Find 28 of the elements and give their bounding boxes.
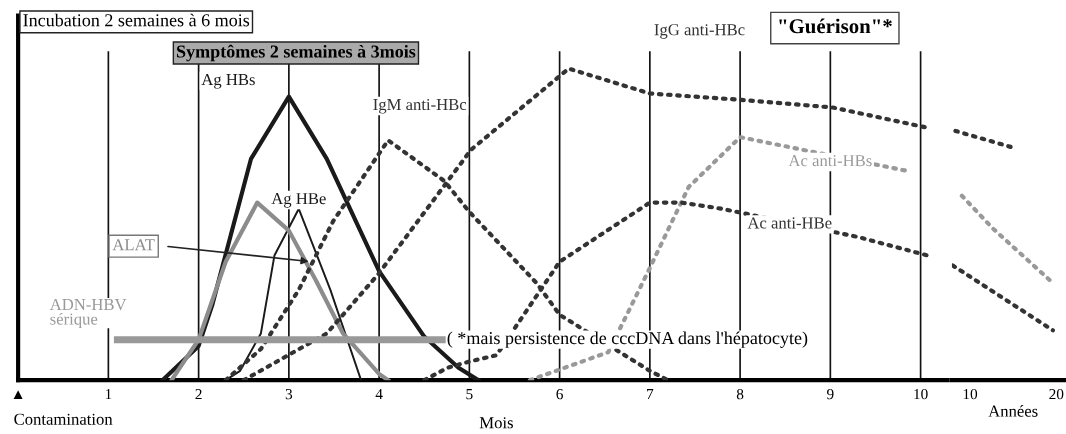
x-tick-label: 20 — [1049, 388, 1064, 400]
x-tick-label: 3 — [285, 389, 293, 400]
series-label: Ac anti-HBs — [788, 155, 872, 167]
text: IgG anti-HBc — [654, 24, 745, 39]
series-label: Ac anti-HBe — [747, 217, 832, 229]
x-tick-label: 2 — [195, 389, 202, 400]
x-tick-label: 8 — [736, 388, 744, 400]
x-tick-label: ▲ — [13, 390, 23, 400]
x-tick-label: 1 — [105, 389, 112, 400]
text: ALAT — [112, 239, 155, 251]
text: Années — [988, 405, 1038, 417]
x-tick-label: 10 — [914, 388, 928, 400]
x-tick-label: 5 — [466, 389, 473, 400]
x-tick-label: 9 — [827, 389, 834, 400]
text: Symptômes 2 semaines à 3mois — [177, 44, 416, 62]
annotation: ( *mais persistence de cccDNA dans l'hépatocyte) — [447, 331, 808, 348]
series-label: Ag HBe — [271, 193, 326, 208]
series-label: Ag HBs — [201, 74, 255, 89]
x-tick-label: 7 — [647, 389, 654, 400]
series-label: ADN-HBV sérique — [49, 298, 127, 329]
x-tick-label: 6 — [556, 389, 563, 400]
text: "Guérison"* — [779, 18, 892, 34]
text: Incubation 2 semaines à 6 mois — [23, 13, 250, 27]
text: Contamination — [14, 413, 113, 425]
x-axis-title: Mois — [479, 417, 513, 429]
series-label: IgM anti-HBc — [373, 98, 467, 114]
x-tick-label: 4 — [375, 389, 383, 400]
x-tick-label: 10 — [963, 388, 978, 400]
